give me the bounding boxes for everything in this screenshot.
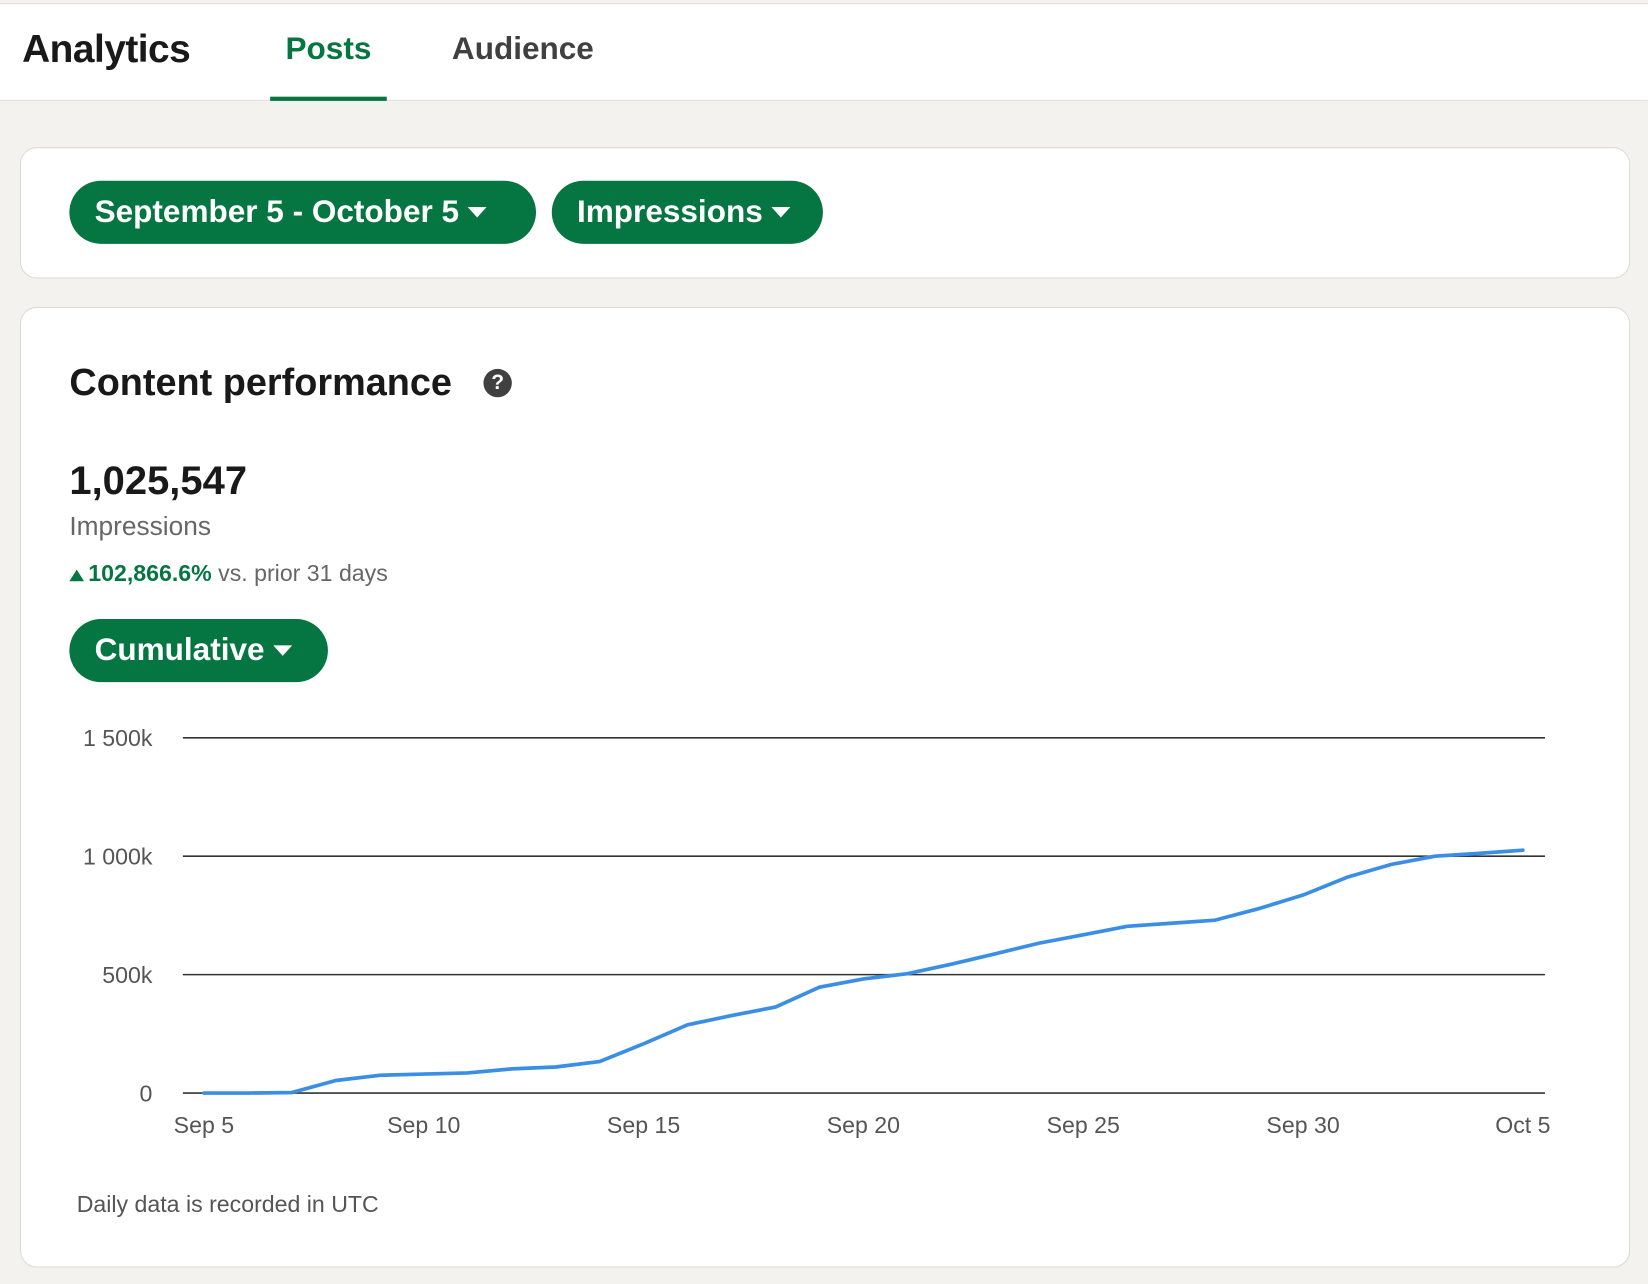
total-impressions: 1,025,547 [69,459,248,504]
impressions-chart: 0 500k 1 000k 1 500k Sep 5 Sep 10 Sep 15 Sep 20… [83,725,1551,1138]
y-tick-label: 0 [140,1080,153,1106]
date-range-dropdown[interactable]: September 5 - October 5 [69,180,537,244]
x-tick-label: Sep 5 [174,1112,234,1138]
change-suffix: vs. prior 31 days [218,560,388,587]
caret-down-icon [771,207,791,218]
y-tick-label: 500k [102,962,153,988]
mode-label: Cumulative [94,632,265,668]
change-indicator: 102,866.6% vs. prior 31 days [69,560,388,587]
impressions-line [202,848,1525,1095]
x-tick-label: Sep 15 [607,1112,680,1138]
arrow-up-icon [69,569,85,582]
cumulative-dropdown[interactable]: Cumulative [69,619,328,683]
x-tick-label: Oct 5 [1495,1112,1550,1138]
date-range-label: September 5 - October 5 [94,194,460,230]
tab-posts[interactable]: Posts [270,32,387,101]
change-percent: 102,866.6% [88,560,212,587]
tab-audience[interactable]: Audience [451,31,594,67]
y-tick-label: 1 000k [83,844,153,870]
caret-down-icon [467,207,487,218]
x-tick-label: Sep 30 [1266,1112,1339,1138]
x-tick-label: Sep 20 [827,1112,900,1138]
x-tick-label: Sep 25 [1047,1112,1120,1138]
top-nav: Analytics Posts Audience [0,3,1648,101]
question-circle-icon[interactable]: ? [483,368,512,398]
total-label: Impressions [69,511,212,542]
metric-label: Impressions [576,194,763,230]
caret-down-icon [272,645,292,656]
filter-card: September 5 - October 5 Impressions [19,147,1631,279]
section-title: Content performance [69,360,452,404]
footnote: Daily data is recorded in UTC [76,1190,379,1218]
page-title: Analytics [22,27,191,71]
content-performance-card: Content performance ? 1,025,547 Impressi… [19,306,1631,1268]
y-tick-label: 1 500k [83,725,153,751]
metric-dropdown[interactable]: Impressions [551,180,823,244]
x-tick-label: Sep 10 [387,1112,460,1138]
